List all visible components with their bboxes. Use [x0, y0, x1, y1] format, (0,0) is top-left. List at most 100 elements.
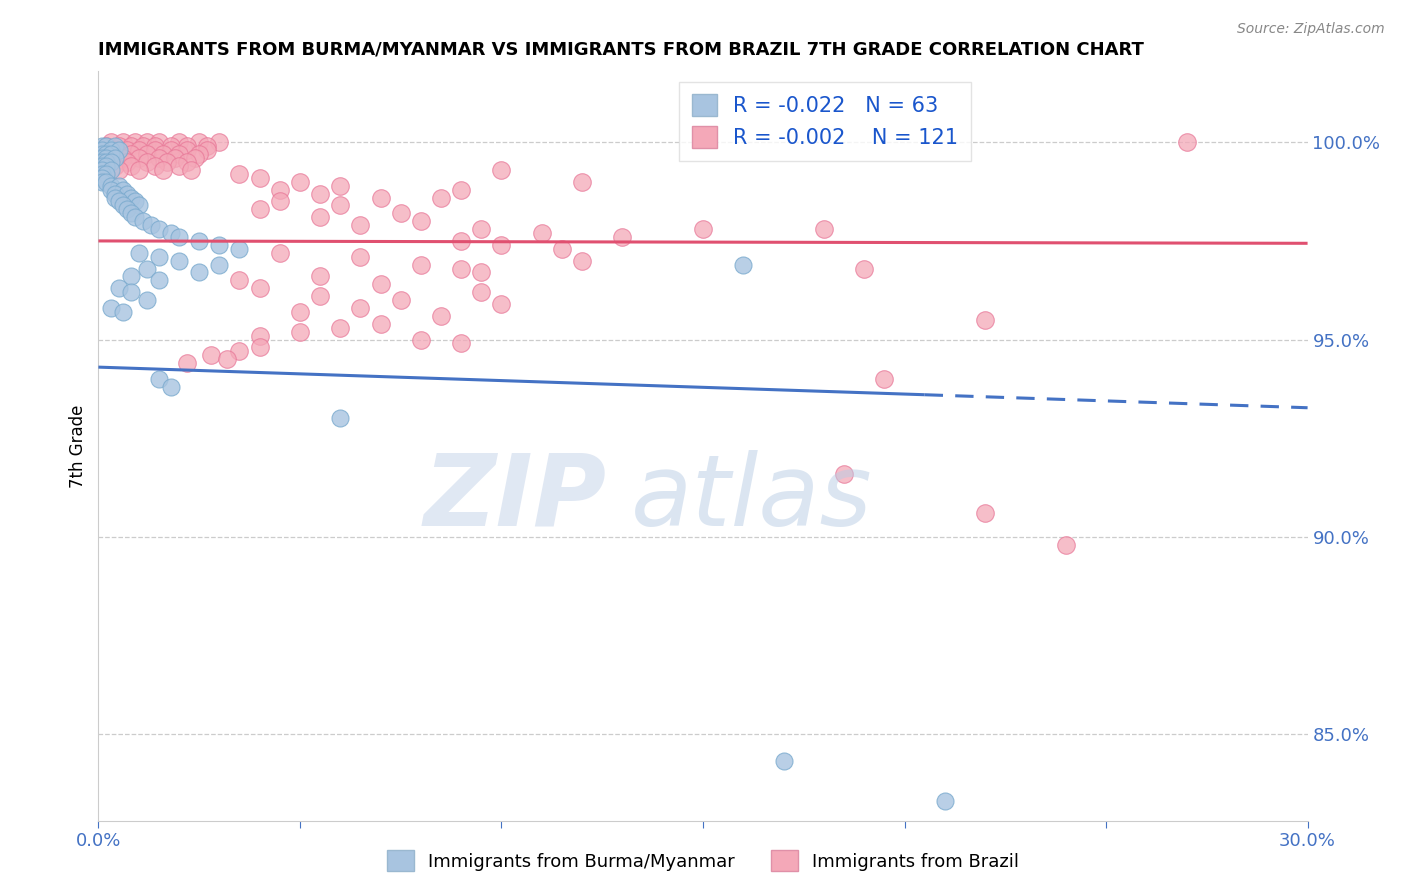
Point — [470, 222, 492, 236]
Point — [389, 206, 412, 220]
Point — [208, 258, 231, 272]
Point — [309, 269, 332, 284]
Point — [107, 194, 129, 209]
Point — [96, 175, 118, 189]
Point — [228, 273, 250, 287]
Point — [370, 190, 392, 204]
Point — [813, 222, 835, 236]
Point — [120, 159, 142, 173]
Point — [208, 136, 231, 150]
Point — [111, 136, 134, 150]
Point — [853, 261, 876, 276]
Point — [100, 301, 122, 315]
Point — [124, 211, 146, 225]
Point — [208, 238, 231, 252]
Point — [135, 261, 157, 276]
Point — [349, 301, 371, 315]
Point — [143, 139, 166, 153]
Point — [148, 222, 170, 236]
Point — [571, 175, 593, 189]
Point — [100, 143, 122, 157]
Point — [160, 380, 183, 394]
Point — [96, 147, 118, 161]
Point — [107, 281, 129, 295]
Legend: R = -0.022   N = 63, R = -0.002    N = 121: R = -0.022 N = 63, R = -0.002 N = 121 — [679, 82, 970, 161]
Point — [100, 178, 122, 193]
Point — [184, 151, 207, 165]
Point — [103, 159, 125, 173]
Point — [120, 285, 142, 300]
Point — [100, 155, 122, 169]
Point — [571, 253, 593, 268]
Point — [450, 234, 472, 248]
Point — [96, 167, 118, 181]
Point — [111, 183, 134, 197]
Point — [152, 147, 174, 161]
Point — [91, 163, 114, 178]
Point — [91, 170, 114, 185]
Point — [772, 755, 794, 769]
Point — [491, 297, 513, 311]
Text: IMMIGRANTS FROM BURMA/MYANMAR VS IMMIGRANTS FROM BRAZIL 7TH GRADE CORRELATION CH: IMMIGRANTS FROM BURMA/MYANMAR VS IMMIGRA… — [98, 41, 1144, 59]
Point — [107, 143, 129, 157]
Point — [160, 143, 183, 157]
Point — [148, 136, 170, 150]
Point — [167, 147, 190, 161]
Point — [111, 151, 134, 165]
Point — [103, 143, 125, 157]
Point — [160, 226, 183, 240]
Point — [329, 178, 352, 193]
Point — [269, 194, 291, 209]
Text: atlas: atlas — [630, 450, 872, 547]
Point — [91, 155, 114, 169]
Point — [128, 245, 150, 260]
Point — [96, 155, 118, 169]
Point — [115, 143, 138, 157]
Point — [100, 155, 122, 169]
Point — [176, 143, 198, 157]
Point — [409, 258, 432, 272]
Point — [470, 265, 492, 279]
Point — [96, 143, 118, 157]
Point — [100, 147, 122, 161]
Y-axis label: 7th Grade: 7th Grade — [69, 404, 87, 488]
Point — [128, 143, 150, 157]
Point — [370, 317, 392, 331]
Point — [120, 147, 142, 161]
Text: Source: ZipAtlas.com: Source: ZipAtlas.com — [1237, 22, 1385, 37]
Point — [120, 139, 142, 153]
Point — [103, 186, 125, 201]
Point — [832, 467, 855, 481]
Point — [148, 250, 170, 264]
Point — [132, 139, 155, 153]
Point — [167, 253, 190, 268]
Point — [128, 198, 150, 212]
Point — [107, 163, 129, 178]
Point — [132, 214, 155, 228]
Point — [115, 186, 138, 201]
Point — [188, 234, 211, 248]
Point — [152, 163, 174, 178]
Point — [115, 202, 138, 217]
Point — [409, 333, 432, 347]
Point — [370, 277, 392, 292]
Point — [309, 186, 332, 201]
Point — [309, 211, 332, 225]
Point — [96, 151, 118, 165]
Point — [228, 344, 250, 359]
Point — [249, 281, 271, 295]
Point — [228, 242, 250, 256]
Point — [100, 136, 122, 150]
Point — [96, 139, 118, 153]
Point — [329, 411, 352, 425]
Point — [974, 506, 997, 520]
Point — [128, 151, 150, 165]
Point — [148, 372, 170, 386]
Point — [188, 265, 211, 279]
Point — [551, 242, 574, 256]
Legend: Immigrants from Burma/Myanmar, Immigrants from Brazil: Immigrants from Burma/Myanmar, Immigrant… — [380, 843, 1026, 879]
Point — [143, 143, 166, 157]
Point — [430, 190, 453, 204]
Point — [249, 202, 271, 217]
Point — [249, 328, 271, 343]
